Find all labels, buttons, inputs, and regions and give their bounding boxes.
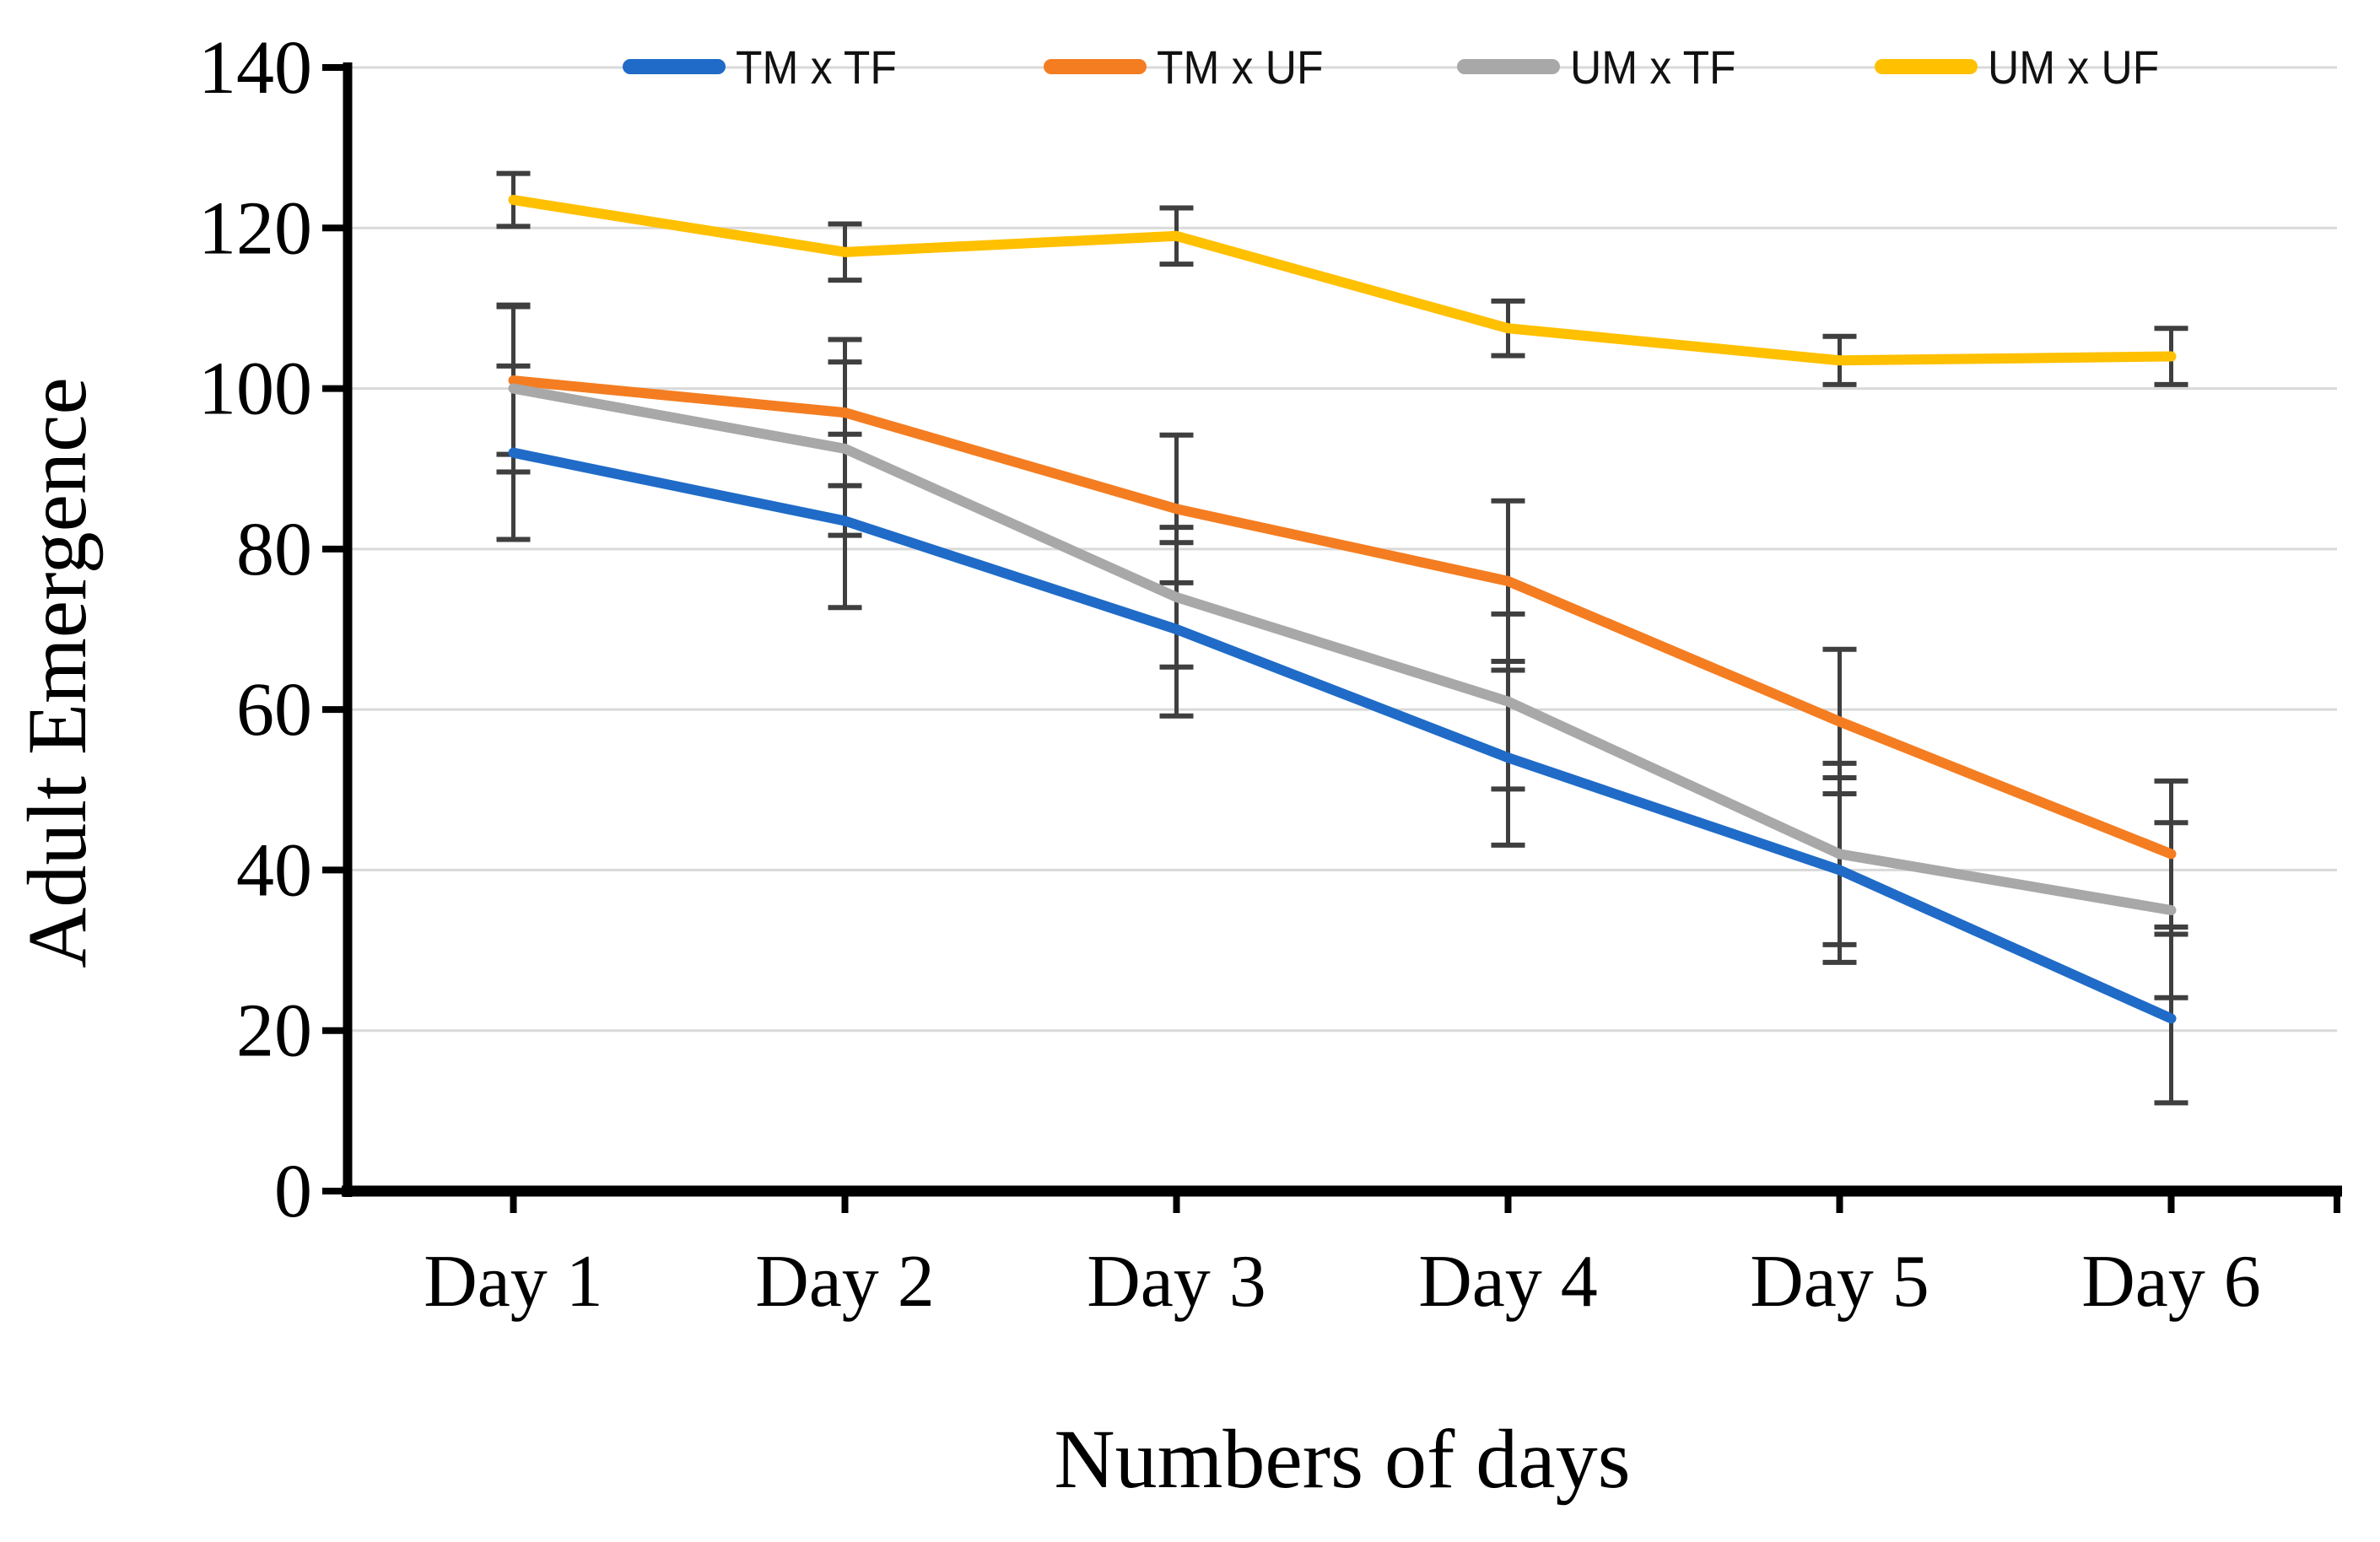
y-tick-label: 60 xyxy=(236,668,312,752)
legend-label: UM x UF xyxy=(1988,40,2160,94)
series-line-tmxuf xyxy=(508,375,2177,860)
legend-swatch-icon xyxy=(1457,59,1560,74)
y-tick-label: 80 xyxy=(236,508,312,591)
x-tick-label: Day 6 xyxy=(2081,1241,2261,1323)
y-tick-label: 20 xyxy=(236,989,312,1073)
y-tick-label: 0 xyxy=(274,1150,312,1233)
legend-item-tmxuf: TM x UF xyxy=(1044,37,1338,96)
legend-swatch-icon xyxy=(623,59,726,74)
y-tick-label: 100 xyxy=(198,348,312,431)
y-tick-label: 40 xyxy=(236,828,312,912)
legend-item-umxuf: UM x UF xyxy=(1875,37,2174,96)
x-tick-label: Day 1 xyxy=(424,1241,603,1323)
legend-label: TM x TF xyxy=(736,40,897,94)
axes xyxy=(342,62,2342,1197)
y-axis-title: Adult Emergence xyxy=(10,377,104,968)
error-bars xyxy=(496,170,2188,1106)
legend: TM x TF TM x UF UM x TF UM x UF xyxy=(0,0,2380,135)
series-line-tmxtf xyxy=(508,447,2177,1024)
legend-item-tmxtf: TM x TF xyxy=(623,37,910,96)
y-tick-label: 140 xyxy=(198,26,312,110)
x-tick-label: Day 2 xyxy=(755,1241,935,1323)
x-axis-title: Numbers of days xyxy=(1054,1412,1631,1506)
legend-swatch-icon xyxy=(1875,59,1978,74)
series-line-umxtf xyxy=(508,383,2177,915)
x-tick-label: Day 3 xyxy=(1087,1241,1266,1323)
x-axis-ticks: Day 1 Day 2 Day 3 Day 4 Day 5 Day 6 xyxy=(424,1191,2340,1323)
x-tick-label: Day 5 xyxy=(1750,1241,1929,1323)
series-line-umxuf xyxy=(508,194,2177,366)
legend-label: UM x TF xyxy=(1570,40,1736,94)
legend-label: TM x UF xyxy=(1157,40,1324,94)
legend-item-umxtf: UM x TF xyxy=(1457,37,1751,96)
y-tick-label: 120 xyxy=(198,186,312,270)
x-tick-label: Day 4 xyxy=(1418,1241,1598,1323)
y-axis-ticks: 0 20 40 60 80 100 120 140 xyxy=(198,26,348,1233)
legend-swatch-icon xyxy=(1044,59,1147,74)
